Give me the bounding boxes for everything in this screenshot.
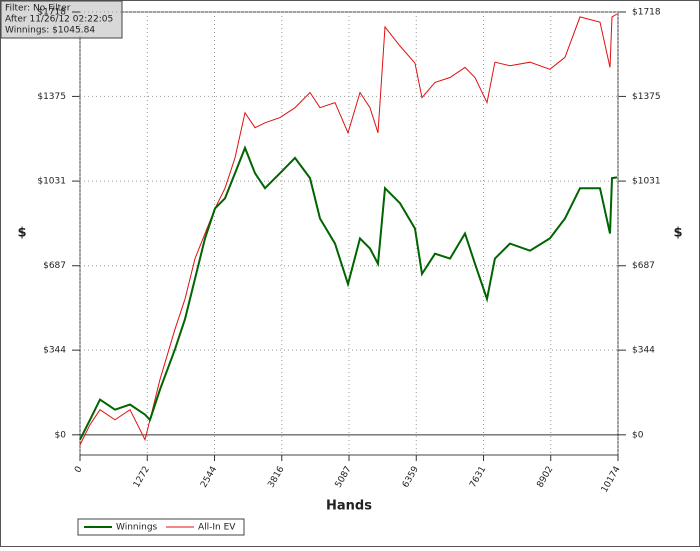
series-line — [79, 145, 618, 441]
series-line — [79, 13, 618, 446]
y-axis-label: $ — [17, 226, 26, 241]
legend-label: Winnings — [116, 523, 158, 533]
y-tick-label: $0 — [55, 430, 67, 440]
y2-tick-label: $344 — [632, 346, 655, 356]
legend-label: All-In EV — [198, 523, 236, 533]
info-line: Winnings: $1045.84 — [5, 26, 95, 36]
x-axis-label: Hands — [326, 499, 372, 514]
y2-axis-label: $ — [673, 226, 682, 241]
y2-tick-label: $1031 — [632, 177, 661, 187]
y-tick-label: $687 — [43, 261, 66, 271]
y-tick-label: $1031 — [37, 177, 66, 187]
y2-tick-label: $1375 — [632, 92, 661, 102]
y-tick-label: $1718 — [37, 8, 66, 18]
x-tick-label: 0 — [73, 465, 85, 475]
y-tick-label: $1375 — [37, 92, 66, 102]
info-line: After 11/26/12 02:22:05 — [5, 15, 113, 25]
y2-tick-label: $1718 — [632, 8, 661, 18]
info-box — [0, 0, 123, 39]
info-line: Filter: No Filter — [5, 4, 71, 14]
y2-tick-label: $0 — [632, 430, 644, 440]
legend — [77, 518, 245, 536]
y2-tick-label: $687 — [632, 261, 655, 271]
y-tick-label: $344 — [43, 346, 66, 356]
plot-area — [79, 11, 619, 456]
